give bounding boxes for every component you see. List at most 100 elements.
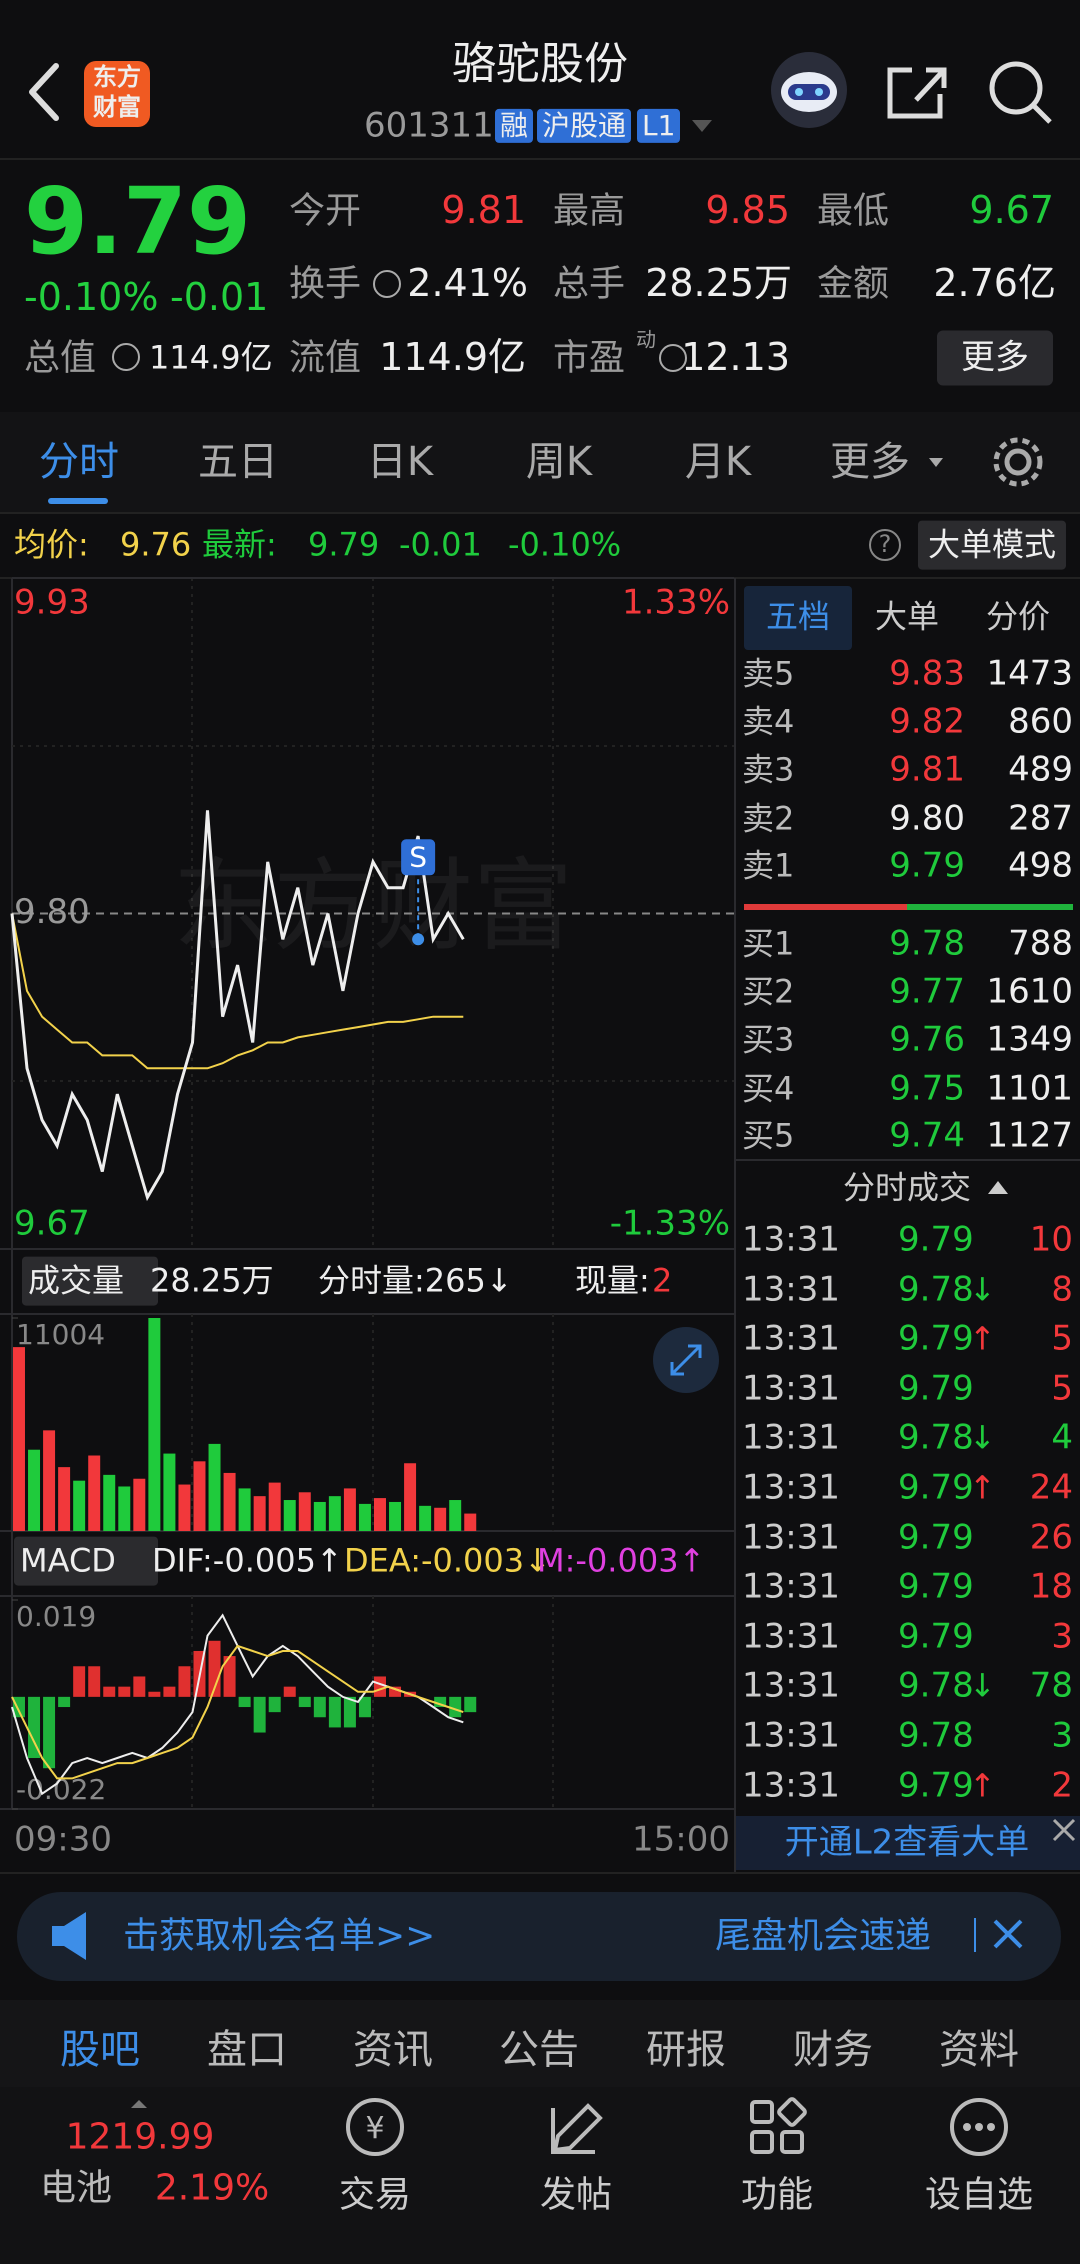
nav-item[interactable]: 发帖 bbox=[539, 2174, 613, 2216]
indicator-select[interactable]: 成交量 bbox=[22, 1256, 159, 1306]
info-tab[interactable]: 盘口 bbox=[207, 2027, 287, 2073]
volume-bar bbox=[313, 1501, 326, 1531]
book-label: 买3 bbox=[742, 1020, 795, 1059]
field-label: 总值 bbox=[24, 337, 97, 379]
trade-time: 13:31 bbox=[742, 1517, 840, 1558]
book-price: 9.75 bbox=[889, 1068, 965, 1109]
book-price: 9.77 bbox=[889, 971, 965, 1012]
share-icon[interactable] bbox=[887, 67, 947, 119]
nav-item[interactable]: 交易 bbox=[338, 2174, 412, 2216]
volume-bar bbox=[283, 1500, 296, 1531]
indicator-select[interactable]: MACD bbox=[14, 1536, 158, 1586]
trade-volume: 10 bbox=[1029, 1219, 1073, 1260]
chart-tab[interactable]: 周K bbox=[525, 439, 593, 485]
current-volume: 2 bbox=[652, 1261, 673, 1300]
trade-volume: 26 bbox=[1029, 1517, 1073, 1558]
volume-bar bbox=[103, 1474, 116, 1531]
nav-item[interactable]: 设自选 bbox=[924, 2174, 1034, 2216]
collapse-arrow[interactable] bbox=[131, 2100, 147, 2108]
field-label: 今开 bbox=[289, 190, 362, 232]
trade-price: 9.78 bbox=[898, 1417, 974, 1458]
assistant-icon[interactable] bbox=[771, 52, 847, 128]
book-volume: 1349 bbox=[986, 1019, 1073, 1060]
book-label: 卖2 bbox=[742, 799, 795, 838]
app-logo bbox=[84, 61, 150, 127]
macd-bar bbox=[298, 1696, 311, 1708]
sort-arrow[interactable] bbox=[988, 1181, 1008, 1194]
banner-text[interactable]: 尾盘机会速递 bbox=[715, 1915, 932, 1957]
help[interactable]: ? bbox=[878, 530, 892, 559]
info-tab[interactable]: 研报 bbox=[646, 2027, 726, 2073]
book-label: 买5 bbox=[742, 1116, 795, 1155]
search-icon[interactable] bbox=[989, 61, 1052, 124]
change-percent: -0.10% bbox=[24, 275, 159, 320]
macd-bar bbox=[13, 1696, 25, 1718]
info-icon[interactable] bbox=[112, 270, 687, 372]
macd-bar bbox=[223, 1656, 236, 1697]
volume-bar bbox=[43, 1430, 56, 1531]
book-volume: 1127 bbox=[986, 1115, 1073, 1156]
macd-bar bbox=[389, 1686, 402, 1697]
info-tab[interactable]: 股吧 bbox=[60, 2027, 140, 2073]
nav-item[interactable]: 功能 bbox=[740, 2174, 814, 2216]
chart-tab[interactable]: 五日 bbox=[198, 439, 278, 485]
l2-link[interactable]: 开通L2查看大单 bbox=[784, 1822, 1030, 1863]
book-price: 9.80 bbox=[889, 798, 965, 839]
close-button[interactable] bbox=[993, 1919, 1023, 1949]
dropdown-arrow[interactable] bbox=[692, 120, 712, 132]
settings-icon[interactable] bbox=[993, 437, 1043, 487]
tab-highlight bbox=[744, 586, 852, 650]
book-volume: 1473 bbox=[986, 653, 1073, 694]
index-change: 2.19% bbox=[154, 2167, 270, 2209]
volume-bar bbox=[328, 1496, 341, 1531]
field-value: 12.13 bbox=[681, 335, 790, 380]
stock-tag: L1 bbox=[637, 108, 681, 144]
volume-bar bbox=[208, 1443, 221, 1531]
book-price: 9.74 bbox=[889, 1115, 965, 1156]
book-tab[interactable]: 分价 bbox=[985, 597, 1051, 636]
info-tab[interactable]: 财务 bbox=[793, 2027, 873, 2073]
help-icon[interactable] bbox=[869, 529, 901, 561]
macd-bar bbox=[358, 1696, 371, 1718]
volume-bar bbox=[298, 1492, 311, 1531]
book-tab[interactable]: 大单 bbox=[874, 597, 940, 636]
logo-text: 财富 bbox=[93, 93, 141, 122]
chart-tab[interactable]: 更多 bbox=[830, 439, 910, 485]
field-value: 28.25万 bbox=[645, 261, 792, 306]
trade-time: 13:31 bbox=[742, 1765, 840, 1806]
l2-banner[interactable] bbox=[736, 1816, 1080, 1870]
index-name: 电池 bbox=[39, 2167, 113, 2209]
stock-tag: 沪股通 bbox=[537, 108, 632, 144]
macd-bar bbox=[103, 1686, 116, 1697]
macd-line bbox=[11, 1613, 464, 1796]
more-button[interactable]: 更多 bbox=[937, 330, 1053, 386]
macd-bar bbox=[133, 1676, 146, 1697]
mode-button[interactable]: 大单模式 bbox=[917, 520, 1067, 570]
trade-time: 13:31 bbox=[742, 1566, 840, 1607]
info-tab[interactable]: 公告 bbox=[499, 2027, 579, 2073]
macd-bar bbox=[253, 1696, 266, 1733]
trade-volume: 8 bbox=[1051, 1269, 1073, 1310]
promo-banner[interactable] bbox=[17, 1892, 1061, 1981]
trade-price: 9.78 bbox=[898, 1665, 974, 1706]
chart-tab[interactable]: 日K bbox=[366, 439, 434, 485]
chart-tab[interactable]: 月K bbox=[684, 439, 752, 485]
close-button[interactable] bbox=[1052, 1818, 1076, 1842]
trade-volume: 5 bbox=[1051, 1368, 1073, 1409]
info-tab[interactable]: 资料 bbox=[939, 2027, 1019, 2073]
info-tab[interactable]: 资讯 bbox=[353, 2027, 433, 2073]
trade-price: 9.79 bbox=[898, 1467, 974, 1508]
book-tab[interactable]: 五档 bbox=[765, 597, 831, 636]
price-line bbox=[10, 810, 465, 1202]
chart-tab[interactable]: 分时 bbox=[39, 439, 119, 485]
dropdown-arrow[interactable] bbox=[929, 458, 943, 467]
banner-text[interactable]: 击获取机会名单>> bbox=[123, 1915, 436, 1957]
volume-bar bbox=[434, 1507, 447, 1531]
expand-button[interactable] bbox=[653, 1327, 719, 1393]
nav-icons[interactable] bbox=[346, 2097, 1008, 2156]
trade-volume: 3 bbox=[1051, 1616, 1073, 1657]
back-button[interactable] bbox=[29, 63, 59, 121]
field-label: 换手 bbox=[289, 263, 362, 305]
stock-tag: 融 bbox=[495, 108, 534, 144]
